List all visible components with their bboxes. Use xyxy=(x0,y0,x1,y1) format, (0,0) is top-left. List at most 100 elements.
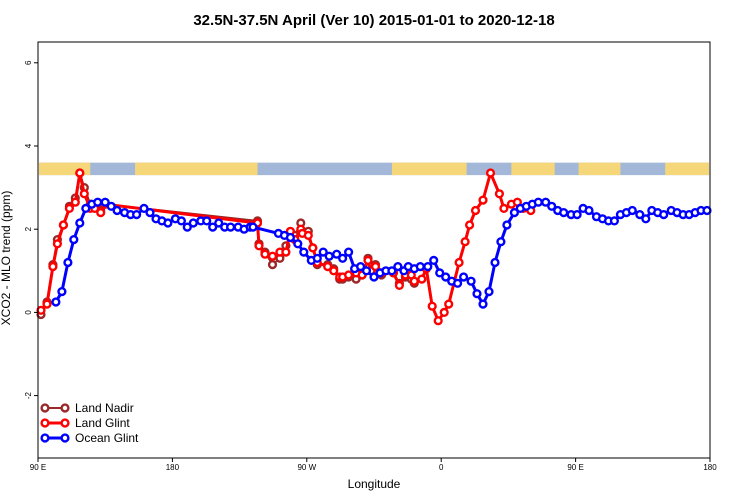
ocean-glint-point xyxy=(176,216,187,226)
land-glint-point xyxy=(323,262,333,272)
ocean-glint-point xyxy=(226,222,236,232)
land-band-3 xyxy=(511,162,555,176)
land-glint-point xyxy=(394,280,405,291)
ocean-glint-point xyxy=(435,268,445,278)
y-axis-label: XCO2 - MLO trend (ppm) xyxy=(0,191,13,326)
ocean-glint-point xyxy=(248,222,258,232)
land-glint-point xyxy=(454,257,464,268)
ocean-glint-point xyxy=(63,257,73,268)
land-band-4 xyxy=(578,162,621,176)
land-glint-point xyxy=(260,249,270,259)
land-glint-point xyxy=(370,262,381,272)
land-glint-point xyxy=(409,276,419,286)
land-glint-point xyxy=(460,237,470,247)
ocean-glint-point xyxy=(332,249,342,259)
legend-marker-ocean-glint xyxy=(40,433,50,443)
land-glint-point xyxy=(427,301,437,311)
land-glint-point xyxy=(417,274,427,284)
ocean-glint-point xyxy=(423,262,433,272)
ocean-glint-point xyxy=(93,197,103,207)
land-glint-point xyxy=(485,168,496,178)
legend-label-land-nadir: Land Nadir xyxy=(75,401,134,415)
ocean-glint-point xyxy=(163,218,173,228)
ocean-glint-point xyxy=(702,205,712,216)
plot-frame xyxy=(37,41,711,459)
land-glint-point xyxy=(58,220,69,230)
ocean-glint-point xyxy=(393,262,403,272)
ocean-glint-point xyxy=(214,218,224,228)
land-glint-point xyxy=(465,220,475,230)
ocean-glint-point xyxy=(324,251,334,261)
x-ticks: 90 E 180 90 W 0 90 E 180 xyxy=(30,458,717,472)
ocean-glint-point xyxy=(81,203,91,214)
land-glint-point xyxy=(433,316,443,326)
legend-marker-land-nadir xyxy=(60,403,70,413)
ocean-glint-point xyxy=(182,222,192,232)
ocean-glint-point xyxy=(75,218,85,228)
ocean-glint-point xyxy=(285,232,296,243)
ocean-glint-point xyxy=(338,253,348,263)
x-tick-label: 180 xyxy=(166,463,180,472)
ocean-glint-point xyxy=(106,201,116,211)
ocean-glint-point xyxy=(641,214,651,224)
x-tick-label: 0 xyxy=(439,463,444,472)
land-glint-point xyxy=(303,230,313,241)
land-nadir-point xyxy=(267,260,278,270)
ocean-glint-point xyxy=(299,247,309,257)
land-glint-point xyxy=(444,299,454,309)
ocean-glint-point xyxy=(387,266,397,276)
legend-marker-land-nadir xyxy=(40,403,50,413)
y-tick-label: 2 xyxy=(24,226,33,231)
y-tick-label: 4 xyxy=(24,143,33,148)
x-tick-label: 90 E xyxy=(30,463,46,472)
land-glint-point xyxy=(42,299,52,309)
ocean-glint-point xyxy=(69,235,79,245)
land-glint-point xyxy=(478,195,488,205)
ocean-glint-point xyxy=(541,197,551,207)
land-band-5 xyxy=(665,162,709,176)
ocean-glint-point xyxy=(547,201,557,211)
ocean-glint-point xyxy=(369,272,379,282)
ocean-glint-point xyxy=(478,299,488,309)
ocean-glint-point xyxy=(509,208,520,218)
land-glint-point xyxy=(470,205,481,216)
ocean-glint-point xyxy=(293,239,303,249)
legend-marker-ocean-glint xyxy=(60,433,70,443)
x-tick-label: 90 E xyxy=(567,463,583,472)
legend-label-land-glint: Land Glint xyxy=(75,416,130,430)
ocean-glint-point xyxy=(484,287,494,297)
ocean-glint-point xyxy=(145,208,155,218)
ocean-glint-point xyxy=(429,255,439,266)
legend-marker-land-glint xyxy=(40,418,50,428)
ocean-glint-point xyxy=(441,272,451,282)
land-glint-point xyxy=(96,208,106,218)
legend-marker-land-glint xyxy=(60,418,70,428)
land-glint-point xyxy=(281,247,291,257)
ocean-glint-point xyxy=(584,205,594,216)
ocean-glint-point xyxy=(57,287,67,297)
ocean-glint-point xyxy=(627,205,637,216)
land-glint-point xyxy=(499,203,509,214)
y-tick-label: 6 xyxy=(24,60,33,65)
ocean-glint-point xyxy=(318,247,328,257)
land-glint-point xyxy=(70,197,80,207)
land-band-2 xyxy=(391,162,467,176)
ocean-glint-point xyxy=(453,278,463,288)
ocean-glint-point xyxy=(188,218,198,228)
land-glint-point xyxy=(439,307,449,318)
land-glint-point xyxy=(344,270,354,280)
land-glint-point xyxy=(329,266,339,276)
land-glint-point xyxy=(75,168,85,178)
land-glint-point xyxy=(254,241,264,251)
ocean-glint-point xyxy=(132,210,142,220)
land-glint-point xyxy=(48,262,58,272)
ocean-glint-point xyxy=(659,210,669,220)
land-sea-strip xyxy=(39,162,709,176)
ocean-glint-point xyxy=(533,197,543,207)
ocean-glint-point xyxy=(344,247,354,257)
ocean-glint-point xyxy=(139,203,149,214)
chart-title: 32.5N-37.5N April (Ver 10) 2015-01-01 to… xyxy=(193,12,554,29)
ocean-glint-point xyxy=(312,253,322,263)
y-tick-label: 0 xyxy=(24,310,33,315)
